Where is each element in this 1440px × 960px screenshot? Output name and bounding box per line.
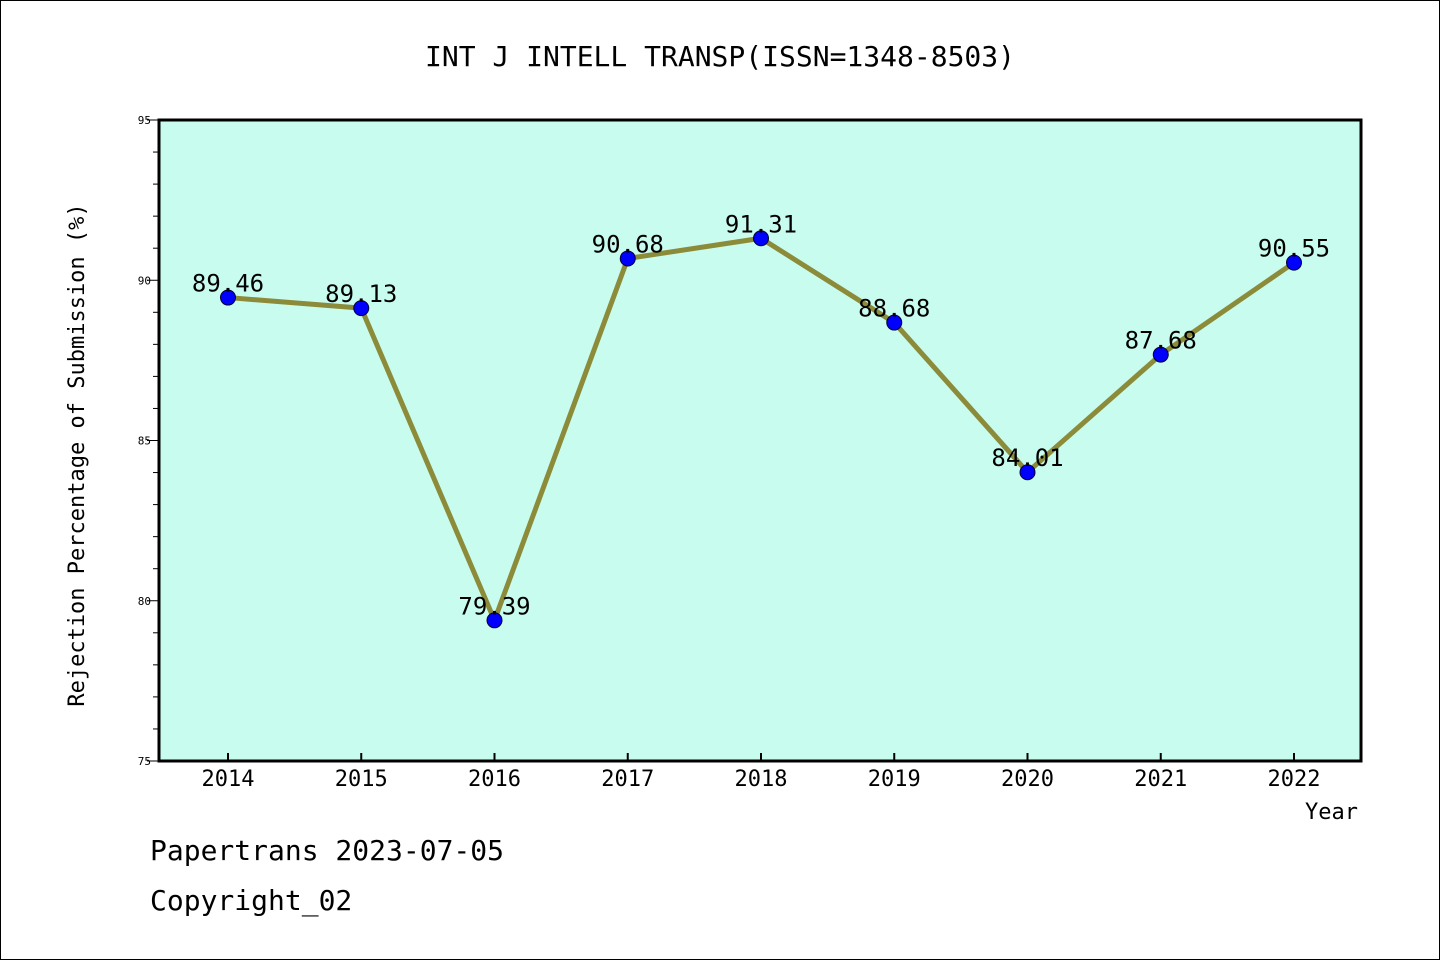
y-tick-label: 85 bbox=[138, 435, 151, 448]
data-label: 90.55 bbox=[1258, 235, 1330, 263]
data-point bbox=[353, 300, 370, 317]
data-label: 84.01 bbox=[991, 444, 1063, 472]
x-tick-label: 2022 bbox=[1268, 767, 1321, 792]
data-label: 79.39 bbox=[458, 592, 530, 620]
x-tick-label: 2021 bbox=[1134, 767, 1187, 792]
data-label: 89.46 bbox=[192, 270, 264, 298]
data-label: 87.68 bbox=[1125, 327, 1197, 355]
data-point bbox=[486, 612, 503, 629]
markers-group bbox=[220, 230, 1302, 629]
y-tick-label: 80 bbox=[138, 595, 151, 608]
data-point bbox=[886, 314, 903, 331]
data-label: 90.68 bbox=[592, 230, 664, 258]
y-axis-label: Rejection Percentage of Submission (%) bbox=[65, 203, 90, 706]
x-tick-label: 2016 bbox=[468, 767, 521, 792]
data-point bbox=[753, 230, 769, 247]
plot-area bbox=[157, 118, 1363, 763]
x-axis: 2014 2015 2016 2017 2018 2019 2020 2021 2022 bbox=[202, 753, 1321, 792]
y-tick-label: 90 bbox=[138, 274, 151, 287]
data-labels-group: 89.46 89.13 79.39 90.68 91.31 88.68 84.01 87.68… bbox=[192, 210, 1330, 620]
data-point bbox=[619, 250, 636, 267]
footer-copyright: Copyright_02 bbox=[150, 884, 353, 917]
x-tick-label: 2019 bbox=[868, 767, 921, 792]
data-point bbox=[1152, 346, 1169, 363]
x-tick-label: 2020 bbox=[1001, 767, 1054, 792]
y-tick-label: 95 bbox=[138, 114, 151, 127]
data-point bbox=[1019, 464, 1036, 481]
y-axis: 75 80 85 90 95 bbox=[138, 114, 159, 768]
chart-title: INT J INTELL TRANSP(ISSN=1348-8503) bbox=[425, 40, 1015, 73]
data-label: 89.13 bbox=[325, 280, 397, 308]
x-tick-label: 2017 bbox=[601, 767, 654, 792]
data-point bbox=[220, 289, 236, 306]
x-tick-label: 2015 bbox=[335, 767, 388, 792]
data-label: 88.68 bbox=[858, 295, 930, 323]
x-tick-label: 2014 bbox=[202, 767, 255, 792]
x-axis-label: Year bbox=[1305, 800, 1358, 825]
footer-date: Papertrans 2023-07-05 bbox=[150, 834, 505, 867]
data-label: 91.31 bbox=[725, 210, 797, 238]
data-point bbox=[1286, 254, 1302, 271]
y-tick-label: 75 bbox=[138, 755, 151, 768]
x-tick-label: 2018 bbox=[735, 767, 788, 792]
